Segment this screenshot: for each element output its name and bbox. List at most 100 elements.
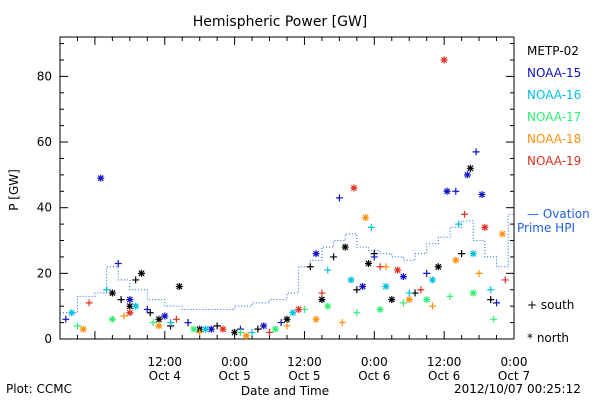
data-point [417, 286, 425, 294]
data-point [126, 309, 134, 317]
data-point [481, 223, 489, 231]
data-point [501, 276, 509, 284]
data-point [335, 194, 343, 202]
data-point [478, 191, 486, 199]
data-point [68, 309, 76, 317]
data-point [283, 322, 291, 330]
data-point [364, 260, 372, 267]
data-point [382, 282, 390, 290]
footer-right: 2012/10/07 00:25:12 [454, 382, 581, 396]
data-point [167, 319, 175, 327]
x-tick-label-time: 12:00 [427, 355, 462, 369]
data-point [338, 319, 346, 327]
data-point [463, 171, 471, 179]
x-tick-label-date: Oct 5 [288, 369, 320, 383]
data-point [137, 269, 145, 277]
data-point [324, 266, 332, 274]
data-point [376, 263, 384, 271]
legend-item: NOAA-15 [527, 66, 582, 80]
legend-item: NOAA-18 [527, 132, 582, 146]
data-point [388, 296, 396, 304]
data-point [370, 253, 378, 261]
footer-left: Plot: CCMC [6, 382, 72, 396]
data-point [132, 302, 140, 310]
data-point [487, 286, 495, 294]
y-tick-label: 40 [37, 201, 52, 215]
data-point [429, 302, 437, 310]
data-point [271, 325, 279, 333]
south-marker-legend: + south [527, 298, 575, 312]
data-point [367, 223, 375, 231]
data-point [161, 312, 169, 320]
data-point [452, 187, 460, 195]
data-point [405, 289, 413, 297]
data-point [202, 325, 210, 333]
x-tick-label-time: 0:00 [361, 355, 388, 369]
x-tick-label-time: 12:00 [287, 355, 322, 369]
data-point [114, 260, 122, 267]
chart-title: Hemispheric Power [GW] [193, 14, 368, 30]
data-point [487, 296, 495, 304]
data-point [172, 315, 180, 323]
legend-item: METP-02 [527, 44, 579, 58]
data-point [399, 273, 407, 281]
data-point [143, 305, 151, 313]
data-point [236, 328, 244, 336]
data-point [126, 302, 134, 310]
data-point [103, 286, 111, 294]
data-point [242, 332, 250, 340]
data-point [353, 286, 361, 294]
y-tick-label: 0 [44, 332, 52, 346]
plot-frame [59, 36, 515, 340]
data-point [493, 299, 501, 307]
data-point [318, 289, 326, 297]
x-tick-label-time: 0:00 [501, 355, 528, 369]
data-point [289, 309, 297, 317]
data-point [266, 328, 274, 336]
data-point [260, 322, 268, 330]
data-points [62, 56, 509, 340]
data-point [283, 315, 291, 323]
data-point [353, 309, 361, 317]
x-tick-label-date: Oct 4 [149, 369, 181, 383]
data-point [405, 296, 413, 304]
data-point [306, 263, 314, 271]
data-point [466, 164, 474, 172]
data-point [469, 289, 477, 297]
data-point [295, 305, 303, 313]
data-point [62, 315, 70, 323]
data-point [213, 322, 221, 330]
data-point [461, 210, 469, 218]
legend-model-item: — Ovation Prime HPI [517, 207, 590, 235]
x-tick-label-date: Oct 7 [498, 369, 530, 383]
data-point [341, 243, 349, 251]
legend-item: NOAA-16 [527, 88, 582, 102]
data-point [394, 266, 402, 274]
y-axis-label: P [GW] [7, 169, 21, 211]
data-point [85, 299, 93, 307]
x-tick-label-date: Oct 6 [358, 369, 390, 383]
data-point [108, 289, 116, 297]
data-point [434, 263, 442, 271]
data-point [429, 276, 437, 284]
data-point [97, 174, 105, 182]
data-point [120, 312, 128, 320]
data-point [231, 328, 239, 336]
data-point [330, 253, 338, 261]
data-point [149, 319, 157, 327]
data-point [446, 292, 454, 300]
data-point [184, 319, 192, 327]
data-point [312, 250, 320, 258]
data-point [475, 269, 483, 277]
x-tick-label-time: 0:00 [221, 355, 248, 369]
data-point [443, 187, 451, 195]
model-line [60, 213, 514, 314]
legend-item: NOAA-17 [527, 110, 582, 124]
north-marker-legend: * north [527, 331, 570, 345]
data-point [347, 276, 355, 284]
data-point [472, 148, 480, 156]
data-point [277, 319, 285, 327]
